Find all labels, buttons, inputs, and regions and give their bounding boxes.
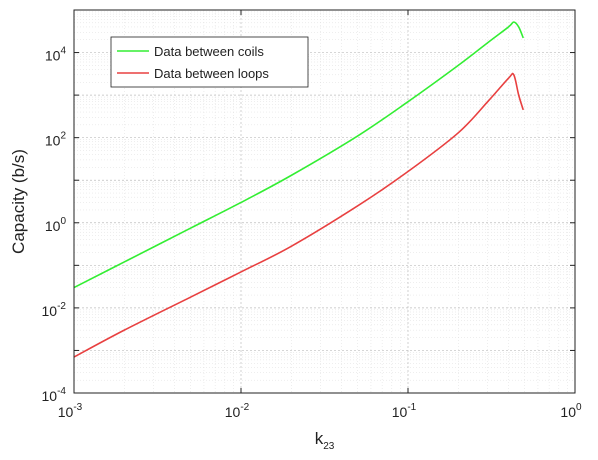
- x-tick-label: 100: [560, 402, 582, 420]
- series-line-1: [73, 72, 525, 358]
- x-tick-base: 10: [58, 404, 74, 420]
- tick-marks: [73, 9, 576, 394]
- x-axis-label-main: k: [315, 429, 324, 448]
- legend-label-coils: Data between coils: [154, 44, 264, 59]
- x-tick-base: 10: [560, 404, 576, 420]
- y-tick-label: 104: [45, 46, 67, 64]
- y-axis-label: Capacity (b/s): [9, 149, 28, 254]
- y-tick-exponent: -2: [57, 301, 66, 312]
- y-tick-label: 10-4: [42, 386, 67, 404]
- y-tick-label: 100: [45, 216, 67, 234]
- y-tick-label: 102: [45, 131, 67, 149]
- legend-box: [110, 36, 309, 88]
- x-tick-exponent: -1: [407, 402, 416, 413]
- y-tick-base: 10: [45, 218, 61, 234]
- x-tick-label: 10-1: [392, 402, 417, 420]
- plot-frame: [73, 9, 576, 394]
- x-tick-exponent: -2: [240, 402, 249, 413]
- y-tick-base: 10: [45, 48, 61, 64]
- x-tick-label: 10-3: [58, 402, 83, 420]
- series-line-0: [73, 21, 525, 289]
- x-tick-labels: 10-3 10-2 10-1 100: [58, 402, 582, 420]
- y-tick-label: 10-2: [42, 301, 67, 319]
- series-layer: [73, 21, 525, 358]
- y-tick-base: 10: [42, 388, 58, 404]
- x-tick-base: 10: [225, 404, 241, 420]
- y-tick-base: 10: [42, 303, 58, 319]
- y-tick-exponent: -4: [57, 386, 66, 397]
- x-tick-base: 10: [392, 404, 408, 420]
- x-tick-exponent: 0: [576, 402, 582, 413]
- y-tick-exponent: 0: [60, 216, 66, 227]
- legend-label-loops: Data between loops: [154, 66, 269, 81]
- legend: Data between coils Data between loops: [110, 36, 309, 88]
- x-axis-label-subscript: 23: [323, 441, 335, 452]
- x-axis-label: k23: [315, 429, 335, 452]
- y-tick-exponent: 4: [60, 46, 66, 57]
- x-tick-exponent: -3: [73, 402, 82, 413]
- y-tick-base: 10: [45, 133, 61, 149]
- y-tick-exponent: 2: [60, 131, 66, 142]
- x-tick-label: 10-2: [225, 402, 250, 420]
